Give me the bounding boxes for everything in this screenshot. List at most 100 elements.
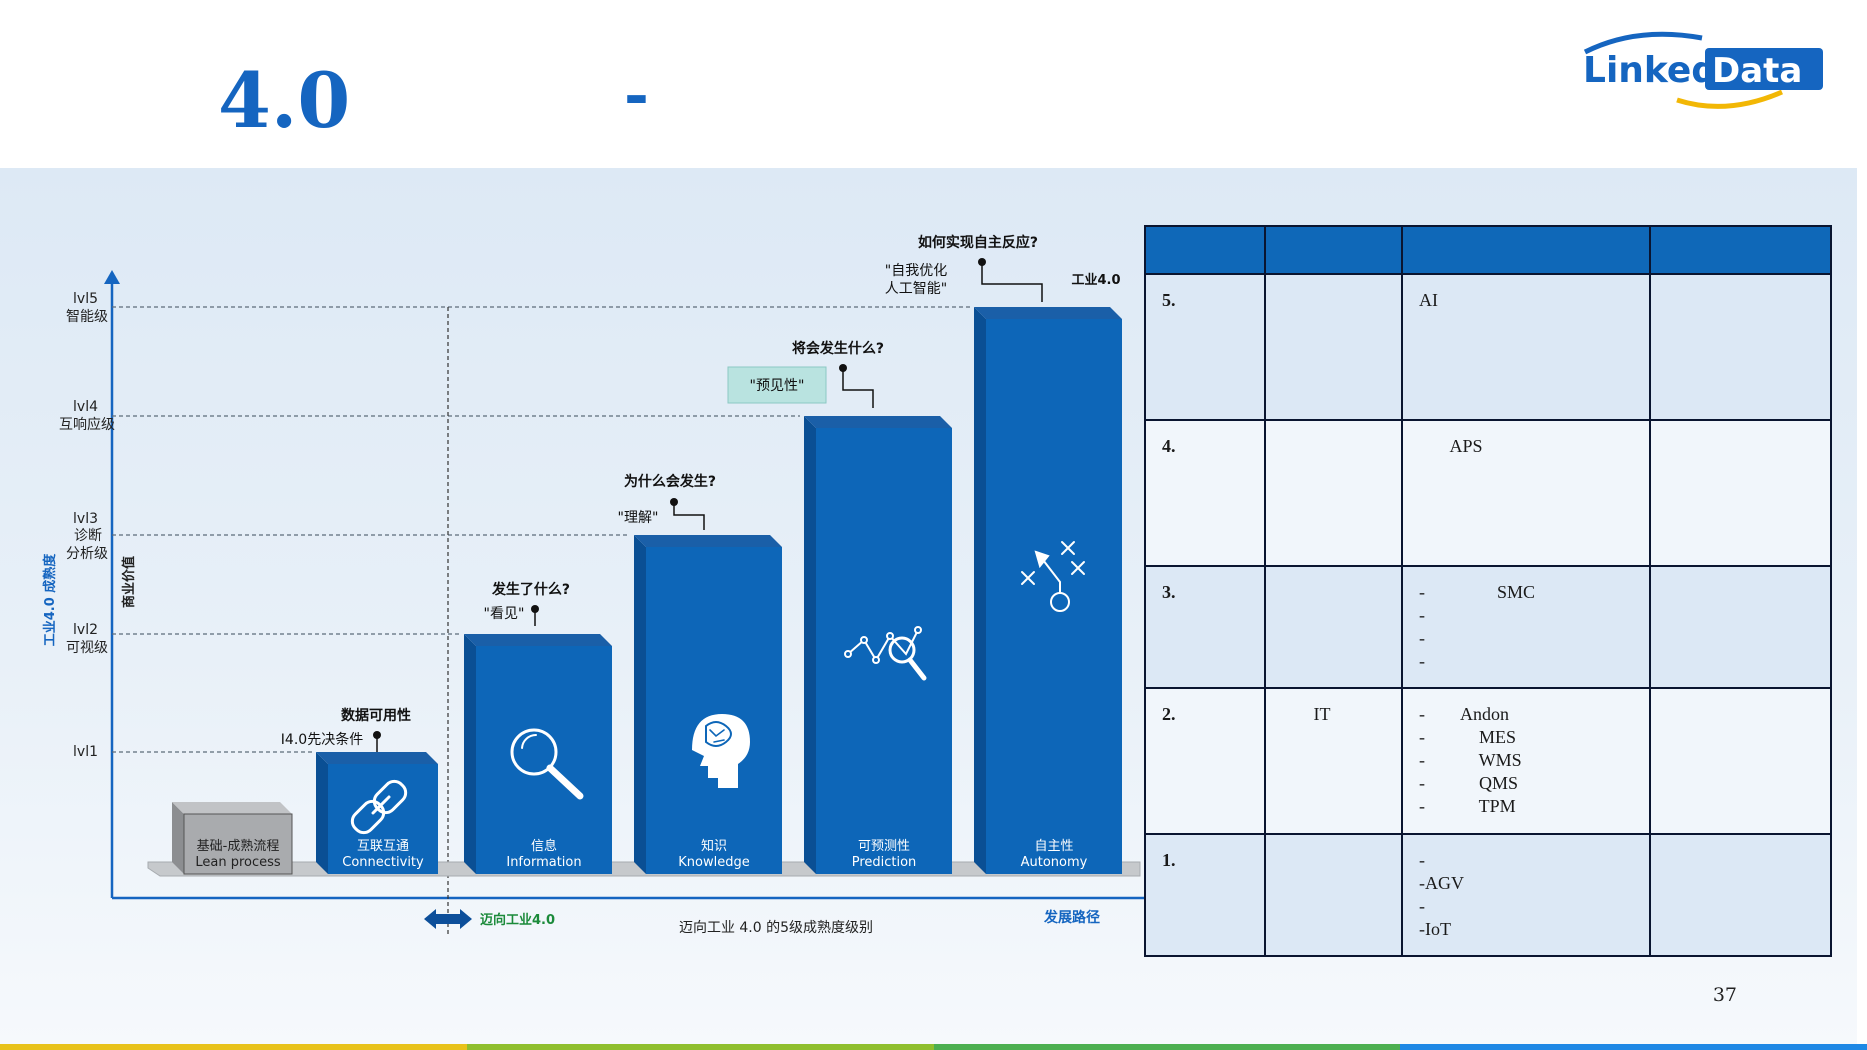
bar-front — [183, 813, 293, 875]
slide-title: 4.0 - — [0, 40, 1867, 190]
it-cell — [1264, 565, 1403, 689]
level-4-code: lvl4 — [73, 399, 98, 415]
bar-label-cn: 信息 — [531, 838, 557, 854]
notes-cell — [1649, 687, 1832, 835]
logo-text-right: Data — [1712, 51, 1802, 91]
stripe-blue — [1400, 1044, 1867, 1050]
link-icon — [350, 779, 408, 835]
bar-top — [974, 307, 1122, 319]
annotation-4-note: "预见性" — [750, 378, 805, 394]
bar-front — [476, 646, 612, 874]
list-item: - SMC — [1419, 582, 1536, 602]
bar-top — [172, 802, 292, 814]
table-header-cell — [1401, 225, 1651, 275]
list-item: - QMS — [1419, 773, 1519, 793]
notes-cell — [1649, 565, 1832, 689]
bar-side — [634, 535, 646, 874]
level-5-name: 智能级 — [66, 309, 108, 325]
annotation-2-question: 发生了什么? — [491, 581, 570, 598]
annotation-3-dot — [670, 498, 678, 506]
x-axis-label: 发展路径 — [1043, 909, 1100, 926]
it-cell — [1264, 419, 1403, 567]
y-axis-maturity-label: 工业4.0 成熟度 — [42, 553, 58, 647]
annotation-1-question: 数据可用性 — [341, 707, 411, 724]
annotation-3-note: "理解" — [618, 510, 659, 526]
bar-side — [804, 416, 816, 874]
y-axis-arrow — [104, 270, 120, 284]
items-cell: AI — [1401, 273, 1651, 421]
bar-label-en: Lean process — [195, 855, 281, 870]
annotation-1-dot — [373, 731, 381, 739]
annotation-5-note2: 人工智能" — [885, 281, 947, 297]
bar-label-en: Information — [506, 855, 581, 870]
table-header-cell — [1144, 225, 1266, 275]
tactics-icon — [1021, 541, 1085, 612]
list-item: -IoT — [1419, 919, 1451, 939]
bar-label-cn: 知识 — [701, 838, 727, 854]
level-5-code: lvl5 — [73, 291, 98, 307]
bottom-color-stripe — [0, 1044, 1867, 1050]
annotation-4-dot — [839, 364, 847, 372]
list-item: - MES — [1419, 727, 1517, 747]
bar-side — [316, 752, 328, 874]
list-item: APS — [1419, 436, 1483, 456]
list-item: - — [1419, 605, 1425, 625]
table-row: 4. APS — [1144, 419, 1832, 567]
bar-front — [646, 547, 782, 874]
list-item: - Andon — [1419, 704, 1509, 724]
level-cell: 3. — [1144, 565, 1266, 689]
table-header-cell — [1649, 225, 1832, 275]
notes-cell — [1649, 833, 1832, 957]
annotation-3-question: 为什么会发生? — [624, 473, 716, 490]
table-row: 5. AI — [1144, 273, 1832, 421]
level-cell: 2. — [1144, 687, 1266, 835]
list-item: - WMS — [1419, 750, 1522, 770]
bar-label-cn: 互联互通 — [357, 839, 409, 854]
bar-top — [634, 535, 782, 547]
level-gridlines — [112, 306, 970, 753]
level-3-code: lvl3 — [73, 511, 98, 527]
list-item: AI — [1419, 290, 1438, 310]
annotation-4-connector — [842, 369, 874, 408]
annotation-5-note: "自我优化 — [885, 263, 947, 279]
table-header-row — [1144, 225, 1832, 275]
items-cell: - Andon - MES - WMS - QMS - TPM — [1401, 687, 1651, 835]
industry40-tag: 工业4.0 — [1071, 272, 1120, 288]
list-item: -AGV — [1419, 873, 1464, 893]
list-item: - — [1419, 896, 1425, 916]
annotation-4-question: 将会发生什么? — [792, 340, 884, 357]
level-3-name: 诊断 — [74, 528, 102, 544]
maturity-table: 5. AI 4. APS 3. - SMC - - - — [1144, 225, 1832, 957]
it-cell: IT — [1264, 687, 1403, 835]
stripe-green — [933, 1044, 1401, 1050]
toward-industry-label: 迈向工业4.0 — [480, 912, 555, 928]
table-row: 2. IT - Andon - MES - WMS - QMS - TPM — [1144, 687, 1832, 835]
bar-side — [172, 802, 184, 874]
title-dash: - — [624, 60, 649, 130]
bar-label-en: Autonomy — [1021, 855, 1088, 870]
annotation-5-question: 如何实现自主反应? — [918, 234, 1038, 251]
linkeddata-logo: Linked Data — [1583, 31, 1823, 109]
stripe-lime — [466, 1044, 934, 1050]
level-cell: 5. — [1144, 273, 1266, 421]
bar-label-en: Prediction — [852, 855, 917, 870]
level-3-name2: 分析级 — [66, 546, 108, 562]
annotation-3-connector — [673, 503, 705, 530]
level-4-name: 互响应级 — [59, 416, 115, 433]
stripe-yellow — [0, 1044, 467, 1050]
notes-cell — [1649, 273, 1832, 421]
items-cell: - SMC - - - — [1401, 565, 1651, 689]
table-row: 3. - SMC - - - — [1144, 565, 1832, 689]
maturity-diagram: lvl5 智能级 lvl4 互响应级 lvl3 诊断 分析级 lvl2 可视级 … — [42, 234, 1176, 936]
table-row: 1. - -AGV - -IoT — [1144, 833, 1832, 957]
title-main: 4.0 — [218, 56, 351, 145]
bar-side — [464, 634, 476, 874]
bar-label-en: Connectivity — [342, 855, 424, 870]
y-axis-value-label: 商业价值 — [121, 556, 137, 608]
level-2-name: 可视级 — [66, 640, 108, 656]
annotation-1-note: I4.0先决条件 — [281, 731, 363, 748]
